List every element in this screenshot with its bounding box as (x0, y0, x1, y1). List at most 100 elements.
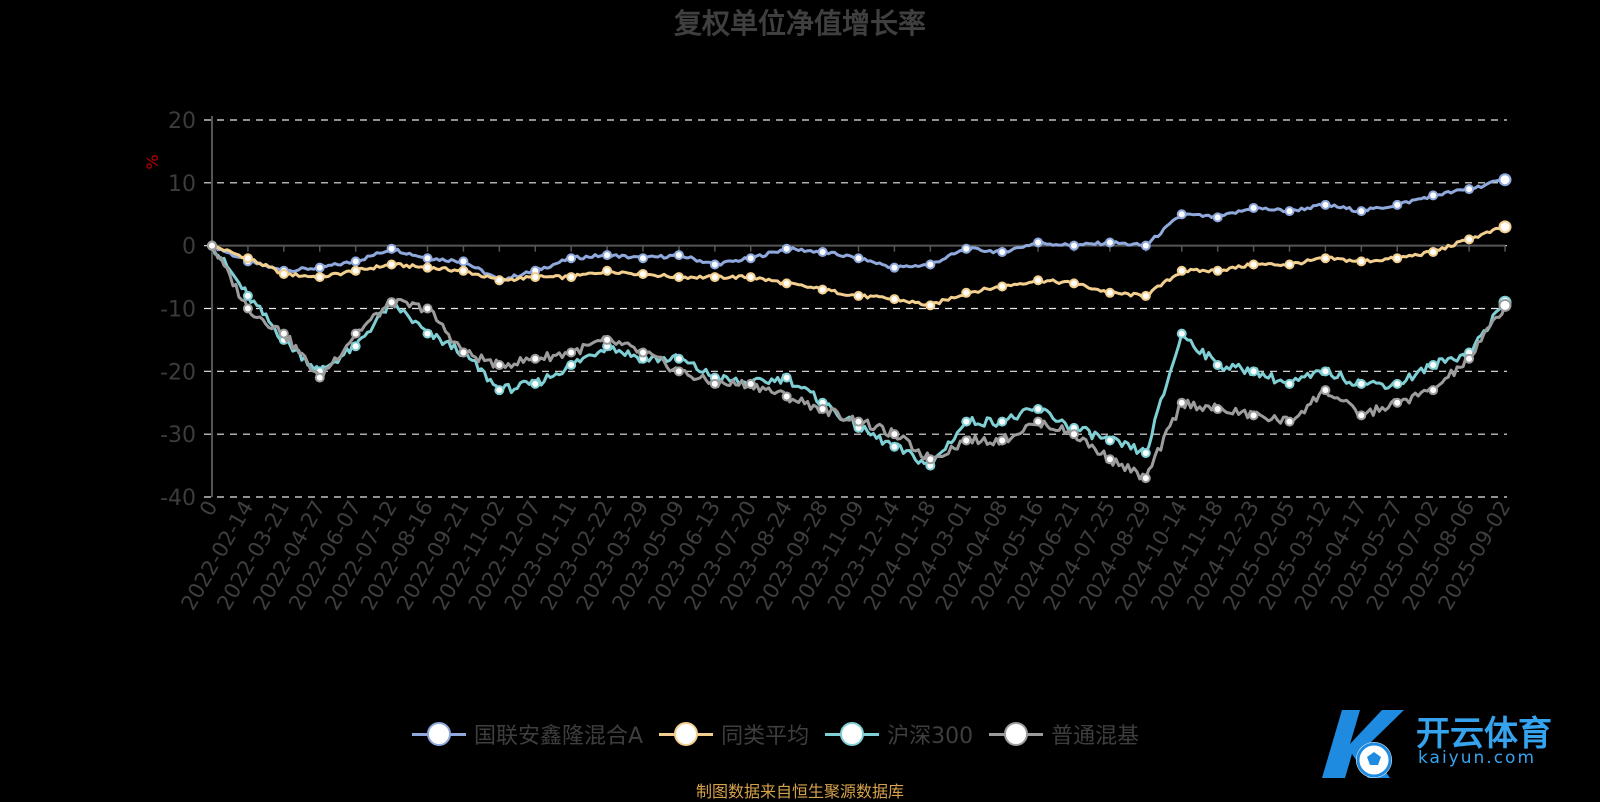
data-point (781, 243, 792, 254)
data-point (673, 272, 684, 283)
data-point (242, 290, 253, 301)
data-point (422, 328, 433, 339)
data-point (781, 372, 792, 383)
data-point (1033, 416, 1044, 427)
data-point (673, 250, 684, 261)
data-point (1248, 259, 1259, 270)
data-point (1248, 202, 1259, 213)
y-tick-label: -10 (160, 298, 196, 323)
data-point (1392, 378, 1403, 389)
data-point (961, 435, 972, 446)
data-point (889, 294, 900, 305)
data-point (745, 378, 756, 389)
data-point (1320, 199, 1331, 210)
data-point (1140, 448, 1151, 459)
data-point (1104, 454, 1115, 465)
data-point (1176, 397, 1187, 408)
data-point (530, 272, 541, 283)
data-point (314, 272, 325, 283)
data-point (709, 378, 720, 389)
data-point (1428, 190, 1439, 201)
data-point (889, 262, 900, 273)
legend-item-category-average[interactable]: 同类平均 (659, 718, 809, 750)
legend-marker-icon (989, 722, 1044, 746)
legend-item-guolian[interactable]: 国联安鑫隆混合A (412, 718, 643, 750)
data-point (1392, 397, 1403, 408)
data-point (1140, 290, 1151, 301)
data-point (961, 287, 972, 298)
data-point (458, 265, 469, 276)
data-point (602, 334, 613, 345)
data-point (997, 246, 1008, 257)
data-point (278, 328, 289, 339)
data-point (1320, 253, 1331, 264)
data-point (1464, 184, 1475, 195)
data-point (566, 253, 577, 264)
data-point (530, 353, 541, 364)
data-point (1356, 410, 1367, 421)
data-point (889, 429, 900, 440)
data-point (925, 454, 936, 465)
data-point (350, 265, 361, 276)
data-point (1428, 360, 1439, 371)
data-point (1212, 404, 1223, 415)
data-point (709, 272, 720, 283)
data-point (314, 372, 325, 383)
logo-wordmark: 开云体育 (1416, 714, 1552, 754)
legend-item-mixed-fund[interactable]: 普通混基 (989, 718, 1139, 750)
data-point (1498, 298, 1512, 312)
data-point (853, 416, 864, 427)
data-point (1356, 378, 1367, 389)
data-point (1069, 240, 1079, 251)
chart-title: 复权单位净值增长率 (673, 7, 926, 40)
data-point (1069, 278, 1079, 289)
legend-label: 普通混基 (1051, 724, 1140, 749)
data-point (1212, 212, 1223, 223)
data-point (781, 278, 792, 289)
data-point (889, 441, 900, 452)
data-point (314, 262, 325, 273)
data-point (1176, 209, 1187, 220)
legend-marker-icon (412, 722, 466, 746)
data-point (1428, 385, 1439, 396)
data-point (817, 404, 828, 415)
data-point (530, 378, 541, 389)
data-point (997, 281, 1008, 292)
data-point (673, 353, 684, 364)
data-point (1284, 206, 1295, 217)
legend-item-csi300[interactable]: 沪深300 (825, 718, 973, 750)
data-point (1498, 220, 1512, 234)
data-point (602, 265, 613, 276)
legend-label: 同类平均 (721, 724, 810, 749)
data-point (1248, 366, 1259, 377)
data-point (458, 256, 469, 267)
y-tick-label: 0 (182, 235, 196, 260)
data-point (1284, 259, 1295, 270)
data-point (781, 391, 792, 402)
data-point (853, 253, 864, 264)
legend-label: 沪深300 (887, 724, 974, 749)
data-point (853, 290, 864, 301)
data-source-note: 制图数据来自恒生聚源数据库 (695, 782, 904, 801)
data-point (673, 366, 684, 377)
y-tick-label: 10 (168, 172, 196, 197)
data-point (745, 253, 756, 264)
data-point (350, 328, 361, 339)
data-point (1212, 265, 1223, 276)
legend: 国联安鑫隆混合A 同类平均 沪深300 普通混基 (412, 718, 1139, 750)
data-point (925, 259, 936, 270)
data-point (1104, 435, 1115, 446)
data-point (1498, 173, 1512, 187)
data-point (817, 284, 828, 295)
data-point (961, 416, 972, 427)
data-point (1069, 429, 1079, 440)
data-point (422, 253, 433, 264)
data-point (242, 253, 253, 264)
data-point (709, 259, 720, 270)
logo-url: kaiyun.com (1418, 748, 1537, 768)
data-point (1320, 366, 1331, 377)
data-point (386, 243, 397, 254)
data-point (422, 303, 433, 314)
data-point (638, 268, 648, 279)
y-tick-label: -40 (160, 486, 196, 511)
